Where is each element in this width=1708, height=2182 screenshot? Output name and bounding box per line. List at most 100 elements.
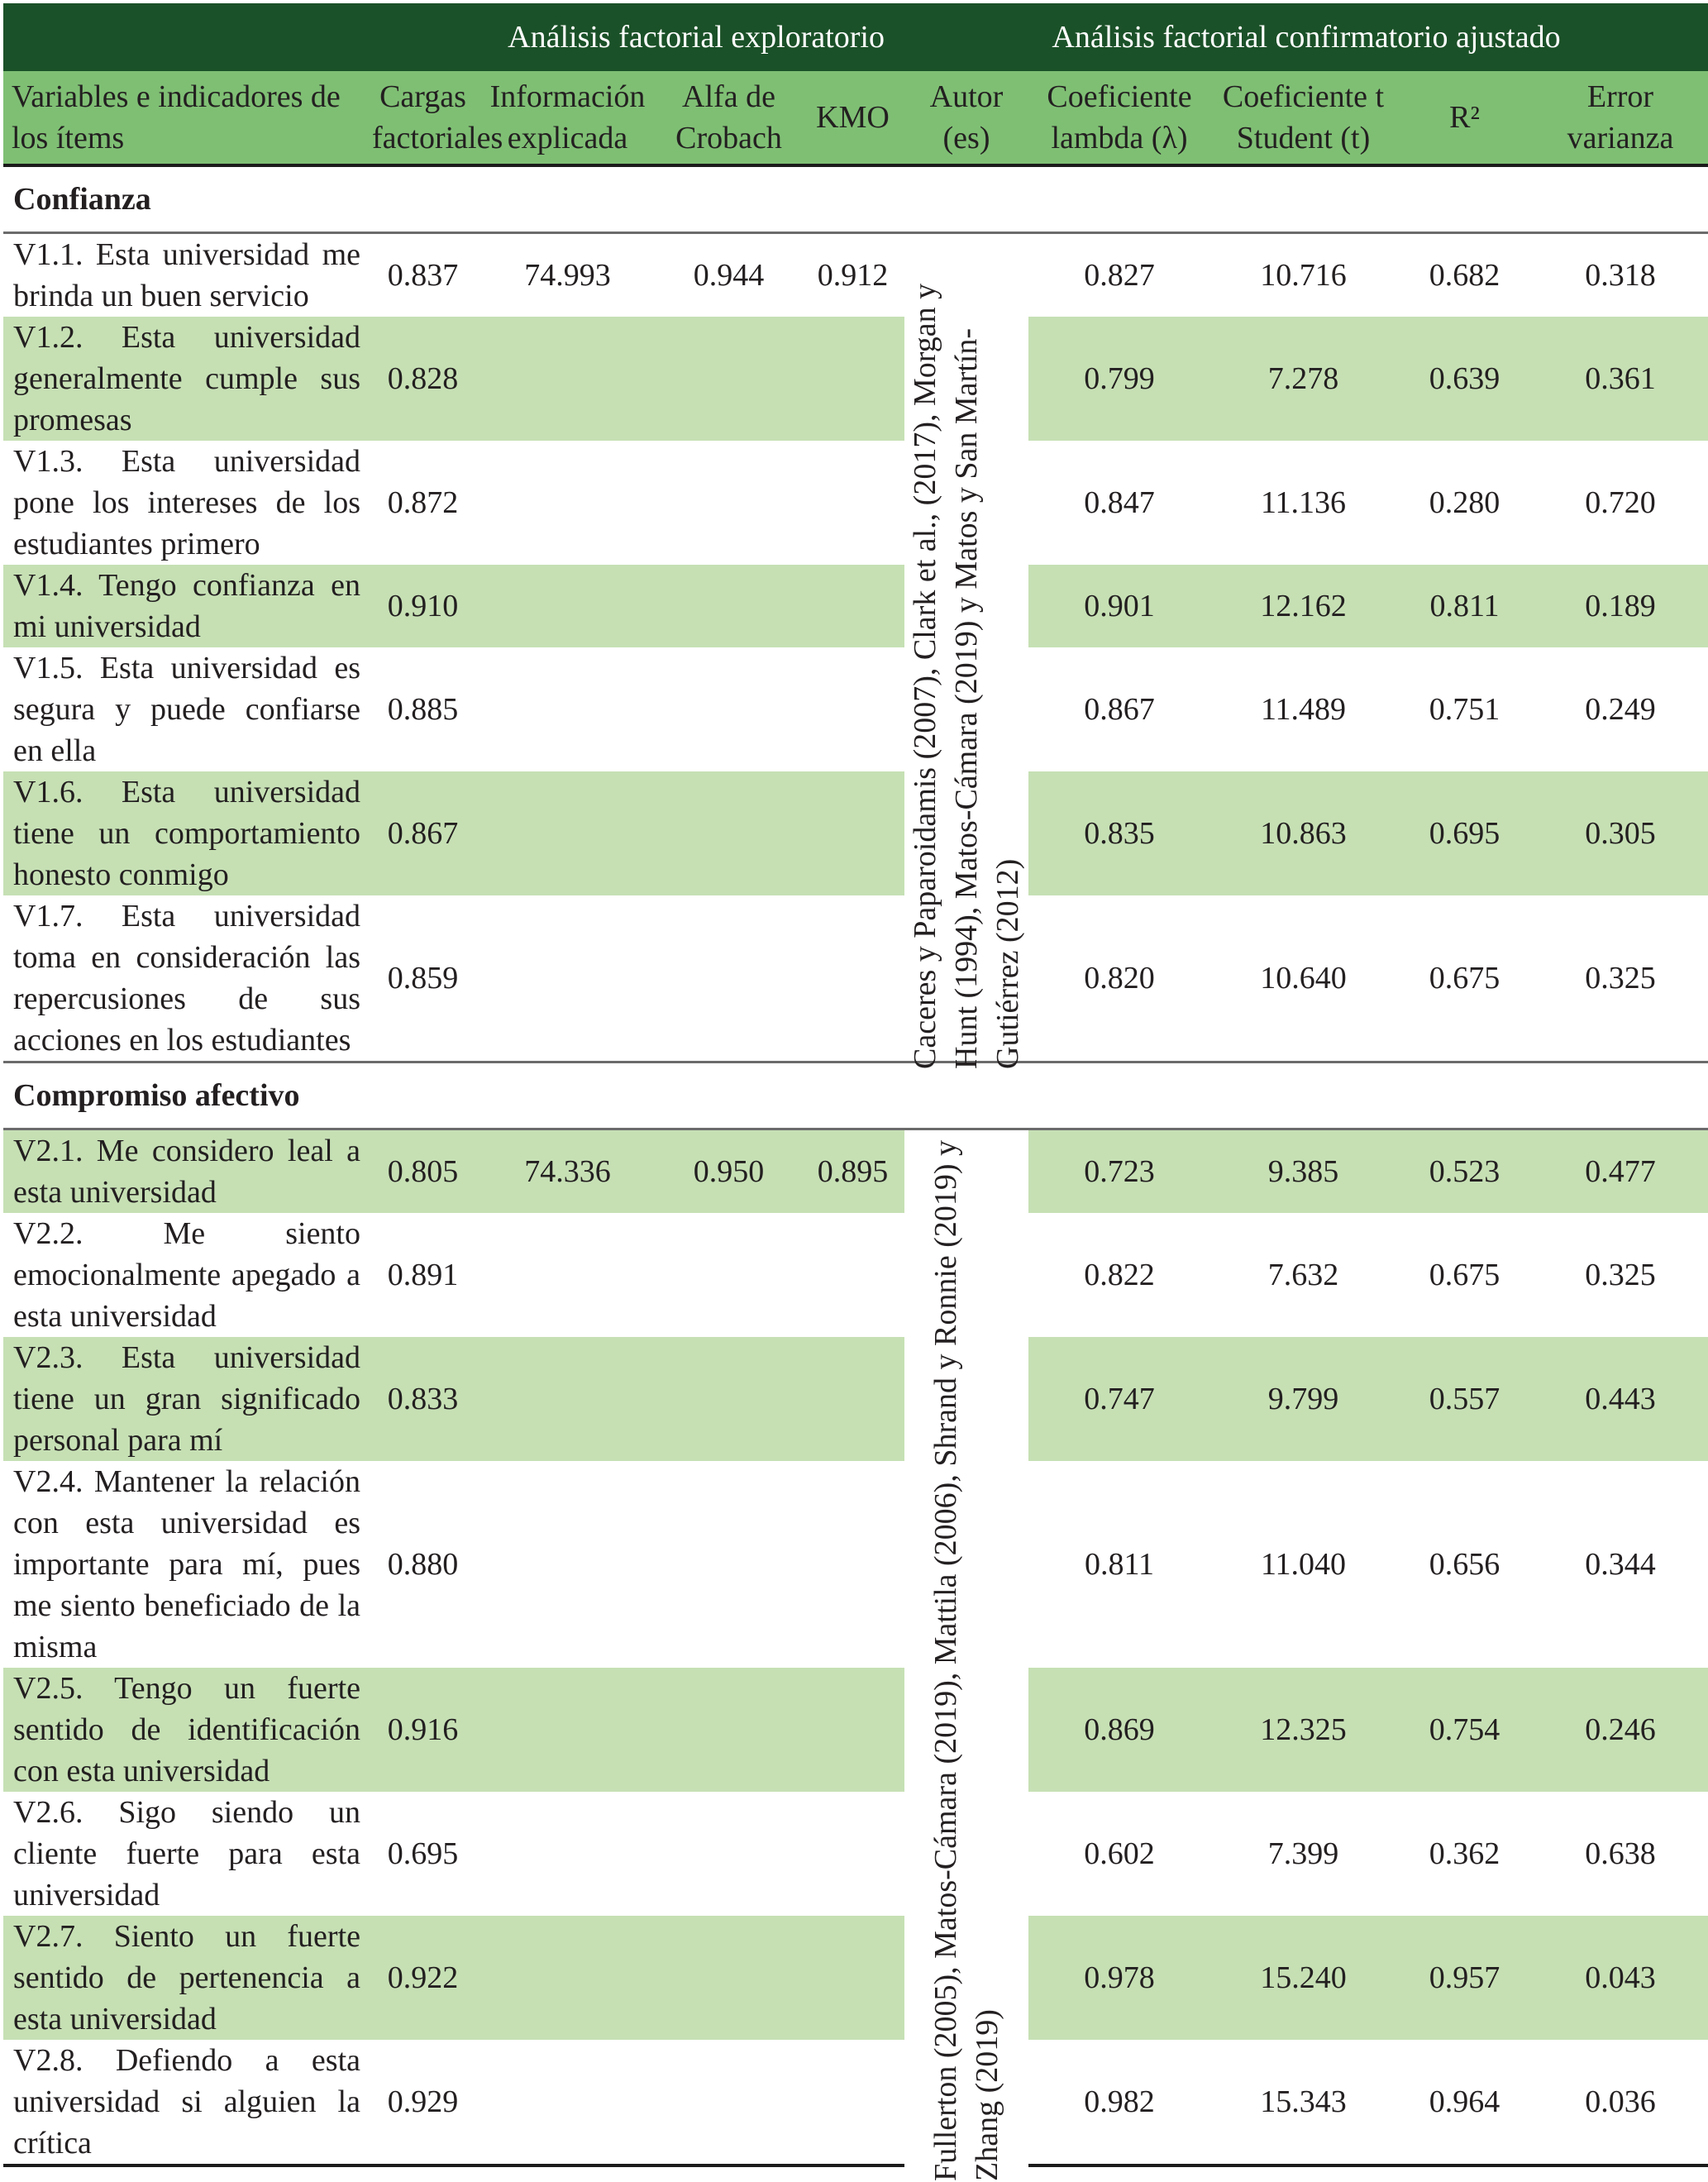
cell-info [479,565,656,647]
author-citation: Fullerton (2005), Matos-Cámara (2019), M… [928,1139,1004,2181]
cell-kmo [801,565,904,647]
cell-r2: 0.557 [1396,1337,1533,1461]
cell-lambda: 0.747 [1028,1337,1210,1461]
factor-analysis-table: Análisis factorial exploratorio Análisis… [3,3,1708,2181]
cell-lambda: 0.827 [1084,258,1155,293]
col-r2: R² [1396,71,1533,167]
cell-error: 0.325 [1585,1258,1656,1292]
cell-alfa [656,1916,801,2040]
col-informacion: Información explicada [479,71,656,167]
col-error: Error varianza [1533,71,1708,167]
cell-carga: 0.910 [367,565,479,647]
col-kmo: KMO [801,71,904,167]
table-row: V2.3. Esta universidad tiene un gran sig… [3,1337,1708,1461]
col-lambda: Coeficiente lambda (λ) [1028,71,1210,167]
cell-alfa [656,1461,801,1668]
table-row: V2.8. Defiendo a esta universidad si alg… [3,2040,1708,2167]
cell-alfa: 0.950 [656,1129,801,1213]
cell-carga: 0.805 [367,1129,479,1213]
cell-carga: 0.867 [367,771,479,895]
item-label: V2.6. Sigo siendo un cliente fuerte para… [13,1795,360,1912]
section-title: Confianza [3,165,1708,234]
author-cell: Caceres y Paparoidamis (2007), Clark et … [904,232,1028,1069]
cell-lambda: 0.723 [1028,1129,1210,1213]
table-row: V1.1. Esta universidad me brinda un buen… [3,232,1708,1069]
cell-carga: 0.828 [367,317,479,441]
cell-r2: 0.656 [1429,1547,1500,1582]
cell-error: 0.318 [1585,258,1656,293]
cell-info [479,317,656,441]
cell-error: 0.443 [1533,1337,1708,1461]
cell-carga: 0.833 [367,1337,479,1461]
section-row: Confianza [3,165,1708,234]
item-label: V2.5. Tengo un fuerte sentido de identif… [3,1668,367,1792]
cell-carga: 0.859 [387,961,459,996]
cell-r2: 0.964 [1396,2040,1533,2167]
table-row: V2.1. Me considero leal a esta universid… [3,1129,1708,2181]
item-label: V1.4. Tengo confianza en mi universidad [3,565,367,647]
cell-info [479,1213,656,1337]
cell-lambda: 0.847 [1084,485,1155,520]
table-row: V1.4. Tengo confianza en mi universidad 0… [3,565,1708,647]
cell-error: 0.720 [1585,485,1656,520]
cell-info: 74.336 [479,1129,656,1213]
item-label: V1.2. Esta universidad generalmente cump… [3,317,367,441]
cell-r2: 0.523 [1396,1129,1533,1213]
cell-r2: 0.957 [1396,1916,1533,2040]
cell-error: 0.477 [1533,1129,1708,1213]
cell-r2: 0.280 [1429,485,1500,520]
cell-carga: 0.916 [367,1668,479,1792]
cell-kmo [801,1792,904,1916]
cell-kmo: 0.895 [801,1129,904,1213]
cell-kmo [801,317,904,441]
cell-t: 9.385 [1210,1129,1396,1213]
cell-kmo [801,647,904,771]
cell-alfa [656,1337,801,1461]
col-variables: Variables e indicadores de los ítems [3,71,367,167]
cell-lambda: 0.982 [1028,2040,1210,2167]
item-label: V2.1. Me considero leal a esta universid… [3,1129,367,1213]
cell-carga: 0.695 [387,1836,459,1871]
cell-kmo [801,1668,904,1792]
cell-kmo [801,1337,904,1461]
section-row: Compromiso afectivo [3,1061,1708,1130]
cell-r2: 0.362 [1429,1836,1500,1871]
table-row: V2.6. Sigo siendo un cliente fuerte para… [3,1792,1708,1916]
section-title: Compromiso afectivo [3,1061,1708,1130]
cell-error: 0.638 [1585,1836,1656,1871]
item-label: V1.3. Esta universidad pone los interese… [13,444,360,561]
cell-carga: 0.929 [367,2040,479,2167]
col-autor: Autor (es) [904,71,1028,167]
table-row: V1.5. Esta universidad es segura y puede… [3,647,1708,771]
cell-error: 0.249 [1585,692,1656,727]
cell-lambda: 0.820 [1084,961,1155,996]
table-row: V1.3. Esta universidad pone los interese… [3,441,1708,565]
cell-info [479,441,656,565]
cell-r2: 0.751 [1429,692,1500,727]
cell-r2: 0.695 [1396,771,1533,895]
cell-alfa [656,895,801,1062]
group-header-efa: Análisis factorial exploratorio [3,3,904,71]
item-label: V2.2. Me siento emocionalmente apegado a… [13,1216,360,1334]
cell-t: 10.716 [1260,258,1347,293]
cell-error: 0.325 [1585,961,1656,996]
cell-t: 10.640 [1260,961,1347,996]
cell-lambda: 0.978 [1028,1916,1210,2040]
col-alfa: Alfa de Crobach [656,71,801,167]
table-row: V1.2. Esta universidad generalmente cump… [3,317,1708,441]
cell-lambda: 0.901 [1028,565,1210,647]
cell-t: 11.040 [1260,1547,1347,1582]
cell-t: 7.632 [1267,1258,1339,1292]
cell-alfa: 0.944 [693,258,765,293]
cell-kmo [801,441,904,565]
cell-info [479,1337,656,1461]
cell-lambda: 0.867 [1084,692,1155,727]
cell-alfa [656,441,801,565]
cell-carga: 0.885 [387,692,459,727]
table-row: V1.6. Esta universidad tiene un comporta… [3,771,1708,895]
cell-carga: 0.837 [387,258,459,293]
cell-info [479,2040,656,2167]
cell-t: 11.136 [1260,485,1347,520]
cell-kmo [801,1213,904,1337]
